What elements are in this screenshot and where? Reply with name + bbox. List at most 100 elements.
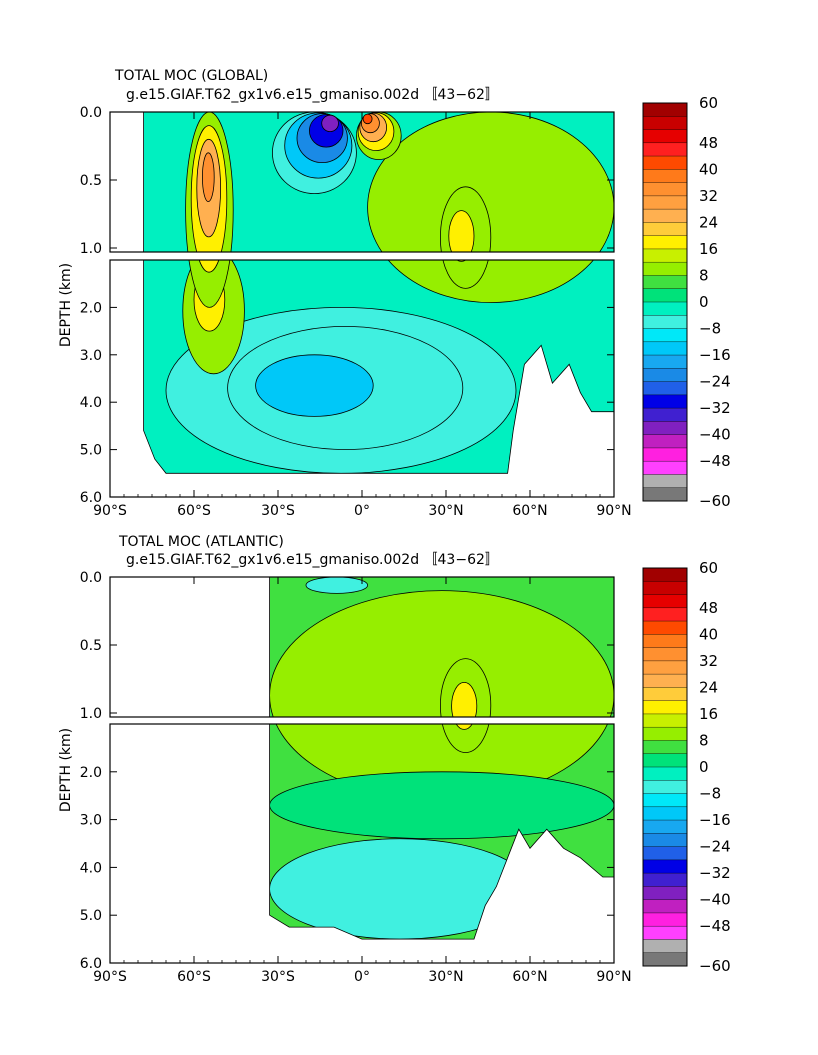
colorbar-swatch xyxy=(643,687,687,701)
colorbar-swatch xyxy=(643,182,687,197)
land-mask xyxy=(110,260,614,497)
y-tick-label: 6.0 xyxy=(80,490,102,506)
colorbar-swatch xyxy=(643,753,687,768)
colorbar-label: −60 xyxy=(699,957,731,975)
colorbar-swatch xyxy=(643,873,687,887)
colorbar-label: 24 xyxy=(699,213,718,231)
atlantic-moc-panel: TOTAL MOC (ATLANTIC) g.e15.GIAF.T62_gx1v… xyxy=(58,534,632,985)
colorbar-frame xyxy=(642,567,688,967)
contour-band xyxy=(305,577,368,594)
y-tick-label: 4.0 xyxy=(80,395,102,411)
land-mask xyxy=(110,112,144,252)
colorbar-swatch xyxy=(643,833,687,847)
colorbar-swatch xyxy=(643,235,687,250)
colorbar-swatch xyxy=(643,195,687,210)
contour-band xyxy=(269,771,614,840)
colorbar-swatch xyxy=(643,939,687,954)
colorbar-swatch xyxy=(643,621,687,635)
x-tick-label: 90°S xyxy=(93,503,127,519)
colorbar-label: −16 xyxy=(699,811,731,829)
contour-band xyxy=(255,354,374,417)
contour-band xyxy=(321,114,339,133)
contour-band xyxy=(362,113,373,125)
colorbar-label: 40 xyxy=(699,160,718,178)
global-y-axis: 0.0 0.5 1.0 2.0 3.0 4.0 5.0 6.0 xyxy=(80,105,614,506)
colorbar-swatch xyxy=(643,421,687,435)
colorbar-swatch xyxy=(643,408,687,422)
colorbar-label: 32 xyxy=(699,652,718,670)
colorbar-swatch xyxy=(643,381,687,396)
colorbar-swatch xyxy=(643,487,687,502)
colorbar-label: 16 xyxy=(699,705,718,723)
colorbar-label: 24 xyxy=(699,678,718,696)
x-tick-label: 30°N xyxy=(428,969,463,985)
colorbar-swatch xyxy=(643,355,687,369)
land-mask xyxy=(110,724,614,963)
y-tick-label: 4.0 xyxy=(80,860,102,876)
atlantic-x-axis: 90°S 60°S 30°S 0° 30°N 60°N 90°N xyxy=(93,577,632,985)
global-moc-panel: TOTAL MOC (GLOBAL) g.e15.GIAF.T62_gx1v6.… xyxy=(58,68,632,519)
x-tick-label: 90°N xyxy=(596,969,631,985)
colorbar-label: 40 xyxy=(699,625,718,643)
contour-band xyxy=(198,260,220,273)
colorbar-swatch xyxy=(643,434,687,449)
colorbar-swatch xyxy=(643,581,687,595)
colorbar-swatch xyxy=(643,912,687,927)
colorbar-swatch xyxy=(643,713,687,728)
contour-band xyxy=(448,210,475,252)
y-tick-label: 1.0 xyxy=(80,241,102,257)
x-tick-label: 60°S xyxy=(177,969,211,985)
colorbar-label: 48 xyxy=(699,134,718,152)
colorbar-swatch xyxy=(643,780,687,794)
colorbar-label: −40 xyxy=(699,426,731,444)
colorbar-swatch xyxy=(643,767,687,781)
y-tick-label: 2.0 xyxy=(80,300,102,316)
x-tick-label: 90°N xyxy=(596,503,631,519)
colorbar-swatch xyxy=(643,116,687,130)
contour-band xyxy=(455,724,473,730)
x-tick-label: 0° xyxy=(354,503,370,519)
global-y-label: DEPTH (km) xyxy=(58,263,74,347)
colorbar-swatch xyxy=(643,607,687,622)
y-tick-label: 5.0 xyxy=(80,908,102,924)
colorbar-swatch xyxy=(643,594,687,609)
x-tick-label: 30°N xyxy=(428,503,463,519)
colorbar-swatch xyxy=(643,222,687,236)
colorbar-swatch xyxy=(643,209,687,223)
colorbar-swatch xyxy=(643,474,687,489)
colorbar-label: 8 xyxy=(699,732,709,750)
colorbar-label: −40 xyxy=(699,891,731,909)
colorbar-swatch xyxy=(643,727,687,741)
colorbar-label: 8 xyxy=(699,267,709,285)
y-tick-label: 5.0 xyxy=(80,443,102,459)
domain-edge xyxy=(269,724,614,940)
colorbar-swatch xyxy=(643,461,687,475)
colorbar-swatch xyxy=(643,846,687,861)
atlantic-y-axis: 0.0 0.5 1.0 2.0 3.0 4.0 5.0 6.0 xyxy=(80,570,614,972)
colorbar-swatch xyxy=(643,634,687,648)
colorbar-swatch xyxy=(643,248,687,263)
colorbar-swatch xyxy=(643,447,687,462)
y-tick-label: 0.0 xyxy=(80,105,102,121)
global-title: TOTAL MOC (GLOBAL) xyxy=(114,68,268,84)
x-tick-label: 60°S xyxy=(177,503,211,519)
colorbar-swatch xyxy=(643,328,687,343)
colorbar-swatch xyxy=(643,700,687,715)
colorbar-label: −24 xyxy=(699,838,731,856)
colorbar-label: −60 xyxy=(699,492,731,510)
global-subtitle: g.e15.GIAF.T62_gx1v6.e15_gmaniso.002d 〚4… xyxy=(126,87,499,103)
colorbar-swatch xyxy=(643,103,687,117)
colorbar-swatch xyxy=(643,288,687,303)
colorbar-swatch xyxy=(643,169,687,183)
colorbar-label: 0 xyxy=(699,758,709,776)
x-tick-label: 60°N xyxy=(512,969,547,985)
colorbar-label: 16 xyxy=(699,240,718,258)
atlantic-y-label: DEPTH (km) xyxy=(58,728,74,812)
contour-band xyxy=(387,260,594,303)
colorbar-swatch xyxy=(643,341,687,356)
y-tick-label: 0.5 xyxy=(80,638,102,654)
colorbar-label: 0 xyxy=(699,293,709,311)
colorbar-swatch xyxy=(643,568,687,582)
atlantic-title: TOTAL MOC (ATLANTIC) xyxy=(118,534,284,550)
